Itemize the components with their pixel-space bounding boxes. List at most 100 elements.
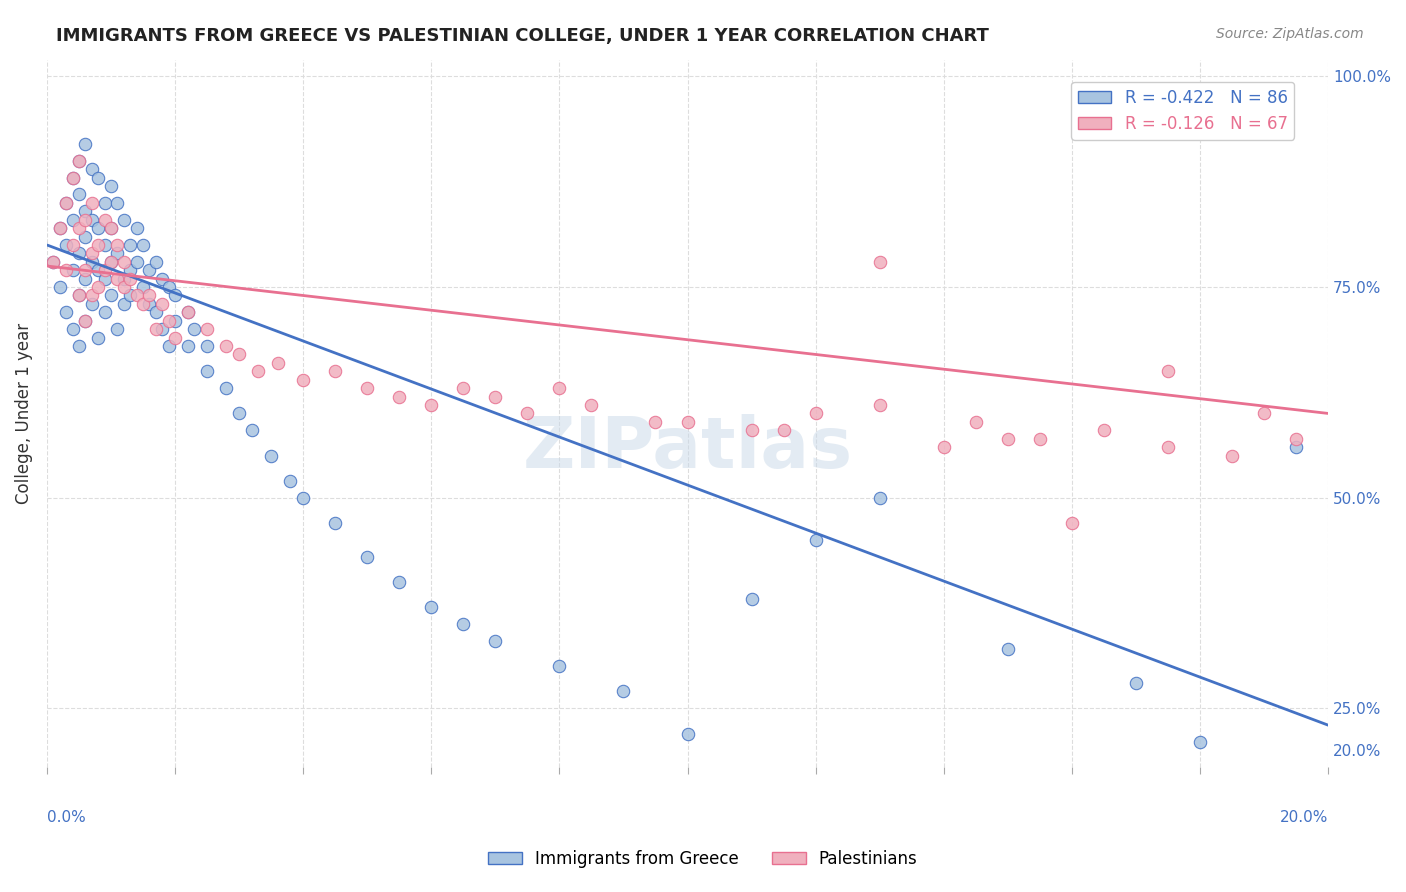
Point xyxy=(87,221,110,235)
Point xyxy=(157,339,180,353)
Point xyxy=(260,449,283,463)
Point xyxy=(157,314,180,328)
Point xyxy=(356,549,378,564)
Point xyxy=(125,288,148,302)
Point xyxy=(997,642,1019,657)
Point xyxy=(62,238,84,252)
Point xyxy=(67,288,90,302)
Point xyxy=(804,406,827,420)
Point xyxy=(145,305,167,319)
Point xyxy=(869,398,891,412)
Point xyxy=(676,726,699,740)
Point xyxy=(100,178,122,193)
Point xyxy=(1029,432,1052,446)
Point xyxy=(420,398,443,412)
Point xyxy=(80,254,103,268)
Point xyxy=(80,162,103,177)
Point xyxy=(48,221,70,235)
Point xyxy=(87,170,110,185)
Point xyxy=(163,314,186,328)
Point xyxy=(100,254,122,268)
Point xyxy=(75,212,97,227)
Point xyxy=(75,136,97,151)
Point xyxy=(644,415,666,429)
Point xyxy=(80,212,103,227)
Text: Source: ZipAtlas.com: Source: ZipAtlas.com xyxy=(1216,27,1364,41)
Point xyxy=(163,330,186,344)
Point xyxy=(163,288,186,302)
Point xyxy=(772,423,794,437)
Point xyxy=(388,390,411,404)
Text: 0.0%: 0.0% xyxy=(46,810,86,825)
Point xyxy=(138,297,160,311)
Point xyxy=(67,339,90,353)
Point xyxy=(67,288,90,302)
Point xyxy=(55,263,77,277)
Point xyxy=(548,381,571,395)
Point xyxy=(67,246,90,260)
Point xyxy=(75,314,97,328)
Point xyxy=(93,238,115,252)
Point xyxy=(1253,406,1275,420)
Point xyxy=(388,574,411,589)
Point xyxy=(195,364,218,378)
Point xyxy=(87,238,110,252)
Point xyxy=(150,322,173,336)
Point xyxy=(75,314,97,328)
Point xyxy=(138,263,160,277)
Point xyxy=(93,195,115,210)
Point xyxy=(1188,735,1211,749)
Point xyxy=(112,280,135,294)
Point xyxy=(741,423,763,437)
Point xyxy=(87,263,110,277)
Point xyxy=(215,339,238,353)
Text: IMMIGRANTS FROM GREECE VS PALESTINIAN COLLEGE, UNDER 1 YEAR CORRELATION CHART: IMMIGRANTS FROM GREECE VS PALESTINIAN CO… xyxy=(56,27,988,45)
Point xyxy=(80,297,103,311)
Point xyxy=(55,195,77,210)
Point xyxy=(1220,449,1243,463)
Point xyxy=(453,381,475,395)
Point xyxy=(548,659,571,673)
Point xyxy=(100,221,122,235)
Point xyxy=(278,474,301,488)
Point xyxy=(177,339,200,353)
Point xyxy=(120,238,142,252)
Point xyxy=(100,288,122,302)
Point xyxy=(138,288,160,302)
Point xyxy=(105,246,128,260)
Point xyxy=(120,288,142,302)
Point xyxy=(93,271,115,285)
Point xyxy=(105,195,128,210)
Point xyxy=(80,246,103,260)
Point xyxy=(741,591,763,606)
Point xyxy=(1125,676,1147,690)
Point xyxy=(581,398,603,412)
Point xyxy=(292,373,315,387)
Point xyxy=(215,381,238,395)
Point xyxy=(195,339,218,353)
Point xyxy=(62,322,84,336)
Point xyxy=(965,415,987,429)
Point xyxy=(1060,516,1083,530)
Point xyxy=(804,533,827,547)
Point xyxy=(484,633,506,648)
Point xyxy=(1285,440,1308,454)
Point xyxy=(87,280,110,294)
Point xyxy=(80,288,103,302)
Point xyxy=(100,221,122,235)
Point xyxy=(80,195,103,210)
Point xyxy=(67,153,90,168)
Point xyxy=(62,263,84,277)
Point xyxy=(93,263,115,277)
Point xyxy=(516,406,538,420)
Point xyxy=(145,322,167,336)
Point xyxy=(105,322,128,336)
Point xyxy=(240,423,263,437)
Point xyxy=(87,330,110,344)
Y-axis label: College, Under 1 year: College, Under 1 year xyxy=(15,323,32,504)
Point xyxy=(120,263,142,277)
Point xyxy=(932,440,955,454)
Point xyxy=(55,238,77,252)
Point xyxy=(112,297,135,311)
Point xyxy=(228,406,250,420)
